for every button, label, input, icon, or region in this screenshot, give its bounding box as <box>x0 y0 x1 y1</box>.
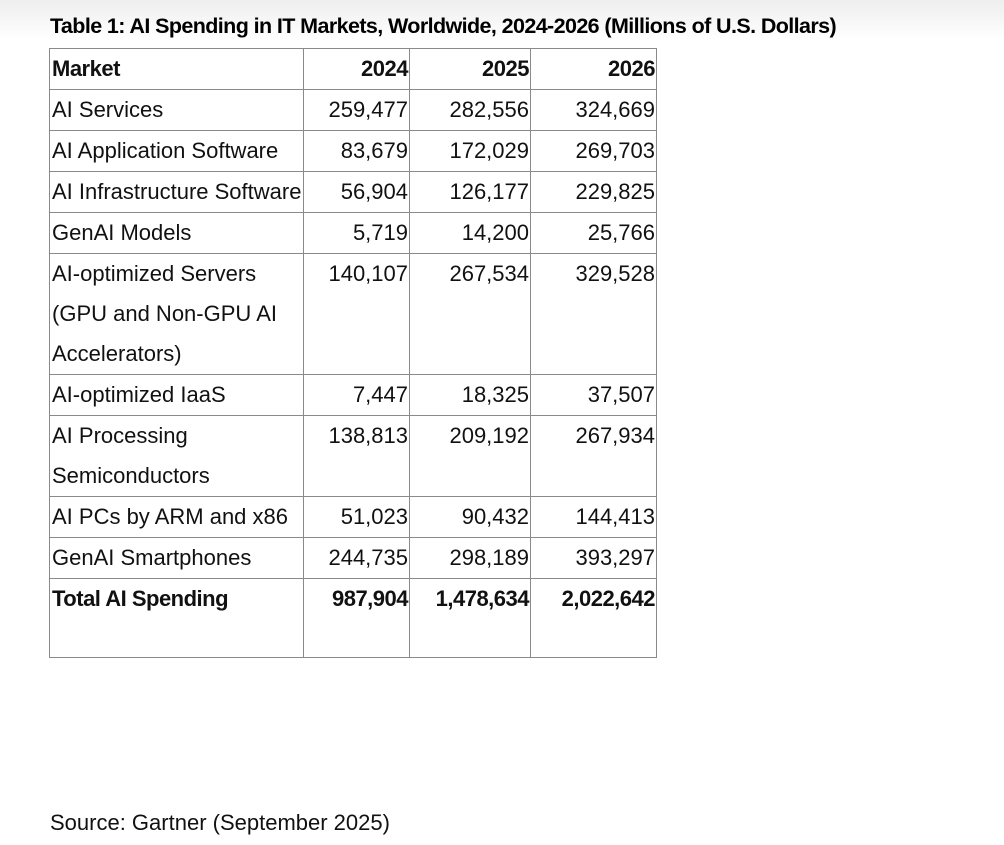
cell-value-2026: 324,669 <box>530 89 657 131</box>
source-note: Source: Gartner (September 2025) <box>50 810 390 835</box>
cell-market: AI Processing Semiconductors <box>49 415 304 497</box>
table-header-row: Market 2024 2025 2026 <box>49 48 657 90</box>
cell-market: Total AI Spending <box>49 578 304 658</box>
cell-market: AI-optimized IaaS <box>49 374 304 416</box>
cell-value-2025: 298,189 <box>409 537 531 579</box>
cell-market: AI PCs by ARM and x86 <box>49 496 304 538</box>
total-row: Total AI Spending 987,904 1,478,634 2,022,6… <box>49 578 657 658</box>
cell-value-2025: 1,478,634 <box>409 578 531 658</box>
cell-value-2024: 7,447 <box>303 374 410 416</box>
cell-value-2025: 14,200 <box>409 212 531 254</box>
cell-market: AI Infrastructure Software <box>49 171 304 213</box>
cell-value-2026: 393,297 <box>530 537 657 579</box>
table-row: AI PCs by ARM and x86 51,023 90,432 144,413 <box>49 496 657 538</box>
cell-value-2024: 244,735 <box>303 537 410 579</box>
cell-market: GenAI Models <box>49 212 304 254</box>
header-market: Market <box>49 48 304 90</box>
cell-value-2026: 267,934 <box>530 415 657 497</box>
cell-value-2024: 83,679 <box>303 130 410 172</box>
cell-value-2026: 37,507 <box>530 374 657 416</box>
cell-value-2026: 329,528 <box>530 253 657 375</box>
table-row: GenAI Models 5,719 14,200 25,766 <box>49 212 657 254</box>
table-title: Table 1: AI Spending in IT Markets, Worl… <box>50 14 837 38</box>
cell-value-2024: 5,719 <box>303 212 410 254</box>
ai-spending-table: Market 2024 2025 2026 AI Services 259,477… <box>49 48 657 658</box>
cell-value-2026: 2,022,642 <box>530 578 657 658</box>
cell-value-2025: 126,177 <box>409 171 531 213</box>
table-row: AI-optimized Servers (GPU and Non-GPU AI… <box>49 253 657 375</box>
cell-value-2025: 267,534 <box>409 253 531 375</box>
cell-value-2024: 140,107 <box>303 253 410 375</box>
table-row: AI-optimized IaaS 7,447 18,325 37,507 <box>49 374 657 416</box>
cell-value-2026: 144,413 <box>530 496 657 538</box>
cell-value-2025: 282,556 <box>409 89 531 131</box>
cell-value-2025: 90,432 <box>409 496 531 538</box>
table-row: GenAI Smartphones 244,735 298,189 393,297 <box>49 537 657 579</box>
cell-value-2026: 269,703 <box>530 130 657 172</box>
header-2026: 2026 <box>530 48 657 90</box>
table-row: AI Processing Semiconductors 138,813 209,1… <box>49 415 657 497</box>
cell-market: AI Services <box>49 89 304 131</box>
cell-value-2024: 56,904 <box>303 171 410 213</box>
cell-market: AI Application Software <box>49 130 304 172</box>
table-row: AI Application Software 83,679 172,029 269,… <box>49 130 657 172</box>
cell-market: GenAI Smartphones <box>49 537 304 579</box>
cell-value-2025: 18,325 <box>409 374 531 416</box>
cell-value-2024: 259,477 <box>303 89 410 131</box>
cell-value-2025: 209,192 <box>409 415 531 497</box>
table-row: AI Services 259,477 282,556 324,669 <box>49 89 657 131</box>
header-2025: 2025 <box>409 48 531 90</box>
cell-value-2026: 25,766 <box>530 212 657 254</box>
cell-market: AI-optimized Servers (GPU and Non-GPU AI… <box>49 253 304 375</box>
cell-value-2025: 172,029 <box>409 130 531 172</box>
cell-value-2024: 51,023 <box>303 496 410 538</box>
table-row: AI Infrastructure Software 56,904 126,177 2… <box>49 171 657 213</box>
cell-value-2024: 987,904 <box>303 578 410 658</box>
header-2024: 2024 <box>303 48 410 90</box>
cell-value-2024: 138,813 <box>303 415 410 497</box>
cell-value-2026: 229,825 <box>530 171 657 213</box>
